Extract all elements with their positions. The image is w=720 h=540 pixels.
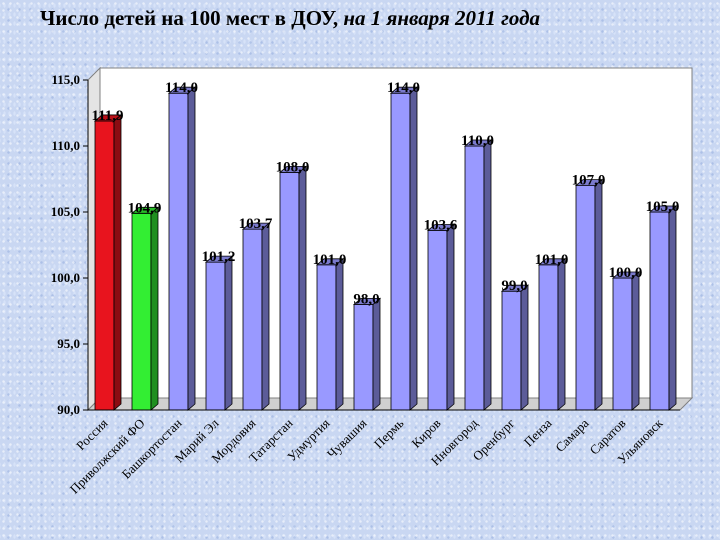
data-label: 110,0 [461, 133, 494, 149]
bar-front [575, 185, 596, 411]
x-tick-label: Самара [552, 415, 591, 454]
bar-front [501, 290, 522, 411]
bar [389, 86, 419, 411]
bar-front [279, 171, 300, 411]
bar-side [483, 139, 492, 411]
bar [574, 178, 604, 411]
bar [500, 284, 530, 411]
bar-top [167, 86, 197, 94]
data-label: 101,2 [202, 249, 236, 265]
data-label: 104,9 [128, 200, 162, 216]
bar [315, 257, 345, 411]
bar-top [389, 86, 419, 94]
bar-side [113, 114, 122, 411]
bar-top [463, 139, 493, 147]
bar-side [631, 271, 640, 411]
bar-top [278, 165, 308, 173]
data-label: 108,0 [276, 159, 310, 175]
y-tick-label: 100,0 [51, 270, 80, 285]
bar-front [168, 92, 189, 411]
bar-front [464, 145, 485, 411]
bar-front [242, 228, 263, 411]
bar [352, 297, 382, 411]
bar-front [538, 264, 559, 411]
bar [241, 222, 271, 411]
bar-side [446, 223, 455, 411]
bar-side [409, 86, 418, 411]
bar-top [611, 271, 641, 279]
x-tick-label: Пермь [371, 415, 407, 451]
bar [537, 257, 567, 411]
bar-top [426, 224, 456, 231]
bar-side [372, 297, 381, 411]
bar-front [94, 120, 115, 411]
bar-top [352, 297, 382, 305]
bar [204, 255, 234, 411]
data-labels: 111,9 104,9 114,0 101,2 103,7 108,0 101,0 98,0 1… [91, 80, 679, 307]
bar-side [261, 222, 270, 411]
chart-title-sub: на 1 января 2011 года [343, 6, 540, 30]
chart-title-main: Число детей на 100 мест в ДОУ, [40, 6, 339, 30]
bar [278, 165, 308, 411]
bar [130, 206, 160, 411]
bar-side [150, 206, 159, 411]
bar-front [612, 277, 633, 411]
bar [93, 114, 123, 411]
bar [463, 139, 493, 411]
bar-top [204, 255, 234, 263]
data-label: 111,9 [91, 108, 123, 124]
data-label: 98,0 [353, 291, 379, 307]
bar-side [594, 178, 603, 411]
y-tick-label: 115,0 [51, 72, 80, 87]
data-label: 99,0 [501, 278, 527, 294]
y-tick-label: 90,0 [57, 402, 80, 417]
chart-title: Число детей на 100 мест в ДОУ, на 1 янва… [40, 6, 700, 31]
data-label: 105,0 [646, 199, 680, 215]
bar [648, 205, 678, 411]
bar-top [537, 258, 567, 266]
bar-side [668, 205, 677, 411]
bar-side [520, 284, 529, 411]
bar-top [315, 258, 345, 266]
x-tick-label: Пенза [521, 415, 555, 449]
bar-top [648, 205, 678, 213]
x-tick-label: Киров [408, 416, 443, 451]
bar-side [298, 165, 307, 411]
bar-top [130, 206, 160, 214]
bar-front [205, 261, 226, 411]
bar-side [187, 86, 196, 411]
y-axis: 90,0 95,0 100,0 105,0 110,0 115,0 [51, 72, 89, 417]
y-tick-label: 105,0 [51, 204, 80, 219]
bar-top [574, 179, 604, 187]
data-label: 101,0 [313, 252, 347, 268]
x-tick-label: Чувашия [324, 416, 370, 462]
data-label: 103,7 [239, 216, 273, 232]
bar [426, 223, 456, 411]
bar-front [353, 303, 374, 411]
y-tick-label: 95,0 [57, 336, 80, 351]
data-label: 101,0 [535, 252, 569, 268]
bar-front [649, 211, 670, 411]
bar-side [335, 257, 344, 411]
bar-side [224, 255, 233, 411]
data-label: 114,0 [165, 80, 198, 96]
data-label: 100,0 [609, 265, 643, 281]
data-label: 107,0 [572, 173, 606, 189]
bar-top [500, 284, 530, 292]
bar-top [241, 222, 271, 230]
bar [167, 86, 197, 411]
bar-front [316, 264, 337, 411]
bar-top [93, 114, 123, 122]
bar [611, 271, 641, 411]
y-tick-label: 110,0 [51, 138, 80, 153]
bar-front [131, 212, 152, 411]
bar-front [390, 92, 411, 411]
bar-front [427, 230, 448, 411]
bars [93, 86, 678, 411]
data-label: 103,6 [424, 217, 458, 233]
data-label: 114,0 [387, 80, 420, 96]
bar-side [557, 257, 566, 411]
